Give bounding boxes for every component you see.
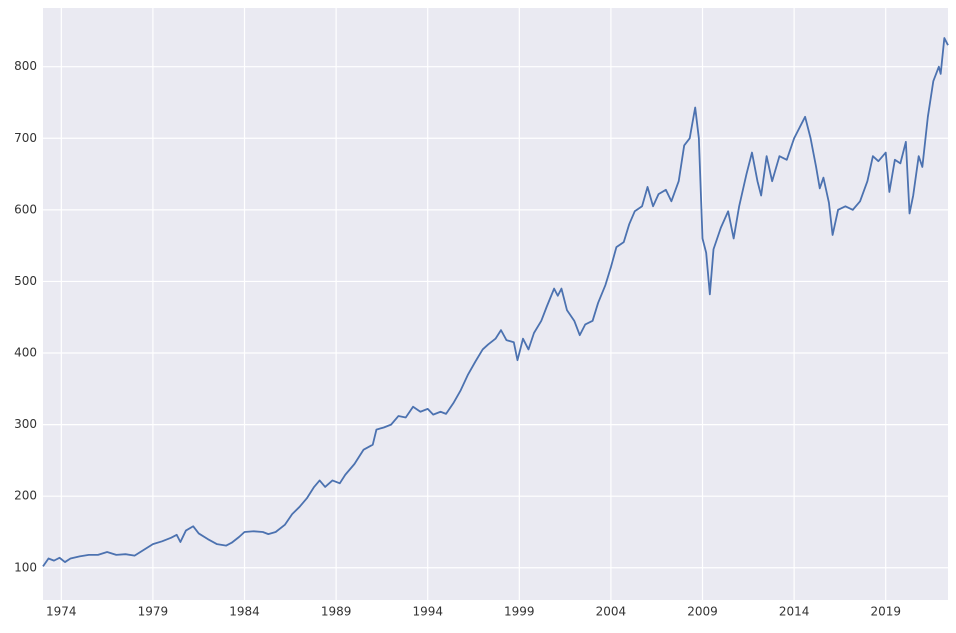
plot-area: [43, 8, 948, 600]
x-tick-label: 1989: [321, 605, 352, 619]
y-tick-label: 100: [14, 560, 37, 574]
y-tick-label: 500: [14, 274, 37, 288]
y-tick-label: 400: [14, 346, 37, 360]
x-tick-label: 2019: [870, 605, 901, 619]
line-series: [42, 37, 949, 567]
y-tick-label: 200: [14, 489, 37, 503]
x-tick-label: 1974: [46, 605, 77, 619]
x-tick-label: 2009: [687, 605, 718, 619]
x-tick-label: 1999: [504, 605, 535, 619]
x-tick-label: 1984: [229, 605, 260, 619]
x-tick-label: 1979: [138, 605, 169, 619]
y-tick-label: 300: [14, 417, 37, 431]
y-tick-label: 700: [14, 131, 37, 145]
x-tick-label: 2014: [779, 605, 810, 619]
y-tick-label: 800: [14, 59, 37, 73]
x-tick-label: 2004: [596, 605, 627, 619]
y-tick-label: 600: [14, 202, 37, 216]
x-tick-label: 1994: [412, 605, 443, 619]
